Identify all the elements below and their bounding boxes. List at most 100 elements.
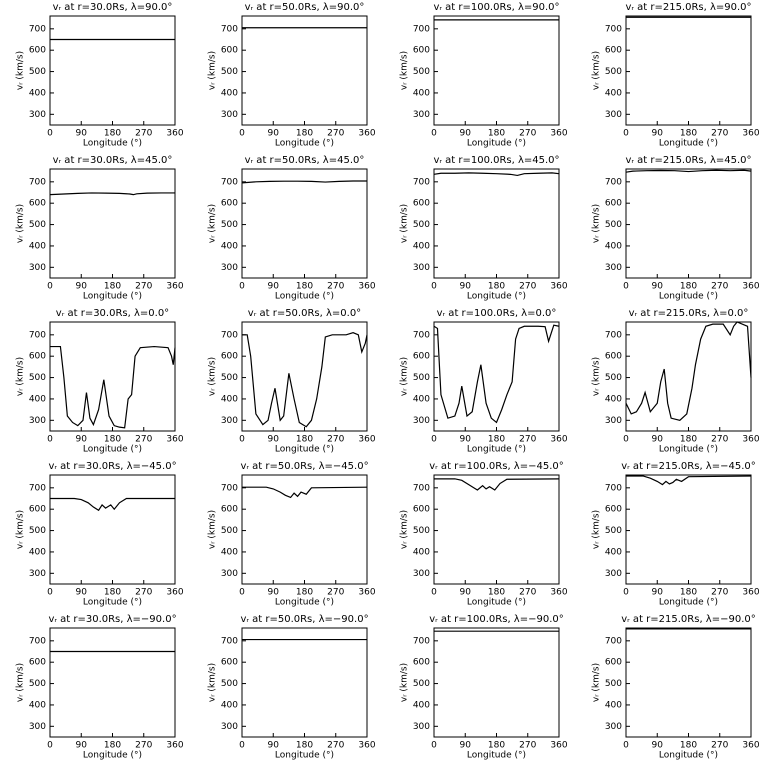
x-axis-label: Longitude (°)	[275, 598, 334, 608]
plot-frame	[433, 15, 560, 126]
x-tick-label: 0	[239, 129, 245, 139]
x-tick-label: 90	[76, 588, 88, 598]
y-axis-label: vᵣ (km/s)	[16, 204, 26, 243]
y-tick-label: 600	[221, 46, 238, 56]
x-tick-label: 0	[623, 741, 629, 751]
x-tick-label: 270	[135, 282, 152, 292]
y-tick-label: 700	[413, 636, 430, 646]
x-axis-label: Longitude (°)	[83, 139, 142, 149]
x-tick-label: 360	[166, 741, 183, 751]
y-tick-label: 700	[413, 330, 430, 340]
chart-title: vᵣ at r=50.0Rs, λ=0.0°	[248, 308, 361, 319]
x-tick-label: 360	[550, 435, 567, 445]
x-tick-label: 90	[76, 741, 88, 751]
x-tick-label: 0	[623, 588, 629, 598]
x-tick-label: 90	[652, 129, 664, 139]
y-tick-label: 300	[605, 416, 622, 426]
x-tick-label: 270	[135, 129, 152, 139]
x-tick-label: 360	[358, 741, 375, 751]
plot-frame	[49, 627, 176, 738]
y-axis-label: vᵣ (km/s)	[16, 357, 26, 396]
y-tick-label: 600	[29, 46, 46, 56]
x-tick-label: 90	[268, 588, 280, 598]
data-line	[241, 180, 367, 184]
x-tick-label: 180	[488, 129, 505, 139]
y-tick-label: 500	[413, 67, 430, 77]
x-tick-label: 0	[623, 435, 629, 445]
y-tick-label: 500	[29, 67, 46, 77]
y-tick-label: 300	[221, 263, 238, 273]
x-axis-label: Longitude (°)	[467, 445, 526, 455]
plot-frame	[625, 168, 752, 279]
y-axis-label: vᵣ (km/s)	[16, 51, 26, 90]
data-line	[625, 321, 752, 421]
y-tick-label: 500	[413, 679, 430, 689]
x-tick-label: 0	[47, 588, 53, 598]
plot-frame	[241, 15, 368, 126]
y-axis-label: vᵣ (km/s)	[592, 51, 602, 90]
x-axis-label: Longitude (°)	[659, 292, 718, 302]
y-tick-label: 700	[29, 177, 46, 187]
y-tick-label: 700	[605, 636, 622, 646]
y-tick-label: 300	[413, 263, 430, 273]
chart-title: vᵣ at r=30.0Rs, λ=−90.0°	[48, 614, 176, 625]
x-axis-label: Longitude (°)	[83, 598, 142, 608]
chart-title: vᵣ at r=50.0Rs, λ=−90.0°	[240, 614, 368, 625]
data-line	[50, 345, 176, 429]
chart-title: vᵣ at r=215.0Rs, λ=−90.0°	[621, 614, 756, 625]
x-tick-label: 90	[460, 588, 472, 598]
y-tick-label: 400	[413, 88, 430, 98]
y-tick-label: 700	[29, 483, 46, 493]
y-tick-label: 700	[221, 330, 238, 340]
chart-title: vᵣ at r=215.0Rs, λ=90.0°	[625, 2, 751, 13]
x-tick-label: 0	[47, 435, 53, 445]
y-tick-label: 400	[221, 394, 238, 404]
y-tick-label: 600	[221, 352, 238, 362]
x-tick-label: 0	[47, 741, 53, 751]
x-tick-label: 360	[166, 129, 183, 139]
y-axis-label: vᵣ (km/s)	[400, 663, 410, 702]
y-tick-label: 400	[221, 88, 238, 98]
y-tick-label: 700	[413, 24, 430, 34]
x-tick-label: 270	[711, 282, 728, 292]
chart-title: vᵣ at r=30.0Rs, λ=−45.0°	[48, 461, 176, 472]
y-tick-label: 400	[29, 700, 46, 710]
y-tick-label: 700	[29, 24, 46, 34]
data-line	[434, 478, 560, 491]
chart-title: vᵣ at r=215.0Rs, λ=−45.0°	[621, 461, 756, 472]
x-tick-label: 90	[460, 129, 472, 139]
x-tick-label: 270	[135, 588, 152, 598]
y-tick-label: 600	[29, 505, 46, 515]
x-tick-label: 360	[742, 282, 759, 292]
y-tick-label: 600	[29, 352, 46, 362]
x-tick-label: 90	[268, 741, 280, 751]
plot-frame	[625, 321, 752, 432]
x-tick-label: 360	[166, 588, 183, 598]
x-axis-label: Longitude (°)	[659, 445, 718, 455]
chart-title: vᵣ at r=215.0Rs, λ=45.0°	[625, 155, 751, 166]
plot-frame	[625, 15, 752, 126]
y-axis-label: vᵣ (km/s)	[400, 357, 410, 396]
x-tick-label: 360	[550, 129, 567, 139]
x-tick-label: 90	[268, 282, 280, 292]
x-tick-label: 270	[519, 588, 536, 598]
x-tick-label: 360	[550, 741, 567, 751]
chart-title: vᵣ at r=50.0Rs, λ=−45.0°	[240, 461, 368, 472]
x-tick-label: 90	[268, 129, 280, 139]
y-tick-label: 400	[29, 394, 46, 404]
y-axis-label: vᵣ (km/s)	[592, 357, 602, 396]
x-tick-label: 360	[358, 588, 375, 598]
x-tick-label: 360	[550, 588, 567, 598]
y-tick-label: 700	[605, 330, 622, 340]
plot-frame	[49, 321, 176, 432]
chart-title: vᵣ at r=100.0Rs, λ=0.0°	[437, 308, 557, 319]
y-tick-label: 400	[221, 547, 238, 557]
data-line	[433, 324, 560, 424]
data-line	[625, 169, 752, 173]
y-tick-label: 300	[605, 110, 622, 120]
y-tick-label: 600	[221, 658, 238, 668]
y-tick-label: 400	[221, 241, 238, 251]
y-tick-label: 400	[605, 241, 622, 251]
x-tick-label: 270	[327, 282, 344, 292]
y-tick-label: 600	[605, 505, 622, 515]
